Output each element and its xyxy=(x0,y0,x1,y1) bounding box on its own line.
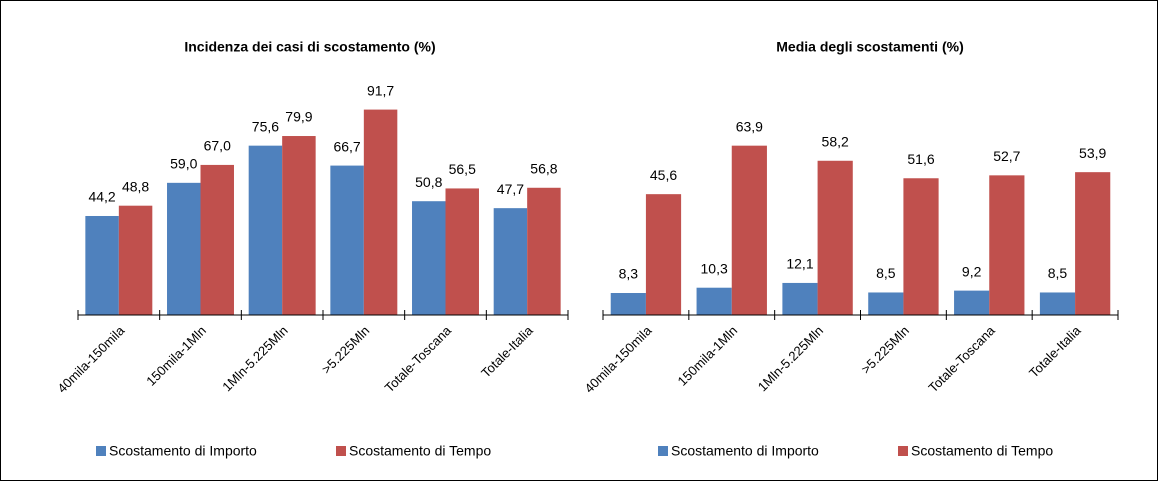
value-label: 51,6 xyxy=(907,151,934,167)
value-label: 67,0 xyxy=(204,138,231,154)
chart-title: Media degli scostamenti (%) xyxy=(776,39,963,55)
value-label: 52,7 xyxy=(993,148,1020,164)
bar xyxy=(282,136,316,315)
bar xyxy=(412,201,446,315)
value-label: 50,8 xyxy=(415,174,442,190)
chart-title: Incidenza dei casi di scostamento (%) xyxy=(184,39,435,55)
value-label: 8,5 xyxy=(876,265,896,281)
bar xyxy=(610,293,646,315)
bar xyxy=(731,145,767,315)
value-label: 75,6 xyxy=(252,118,279,134)
legend-swatch xyxy=(658,446,668,456)
value-label: 53,9 xyxy=(1079,145,1106,161)
value-label: 8,5 xyxy=(1048,265,1068,281)
bar xyxy=(200,164,234,315)
bar xyxy=(954,290,990,315)
value-label: 47,7 xyxy=(497,181,524,197)
legend-swatch xyxy=(96,446,106,456)
bar xyxy=(493,208,528,315)
value-label: 9,2 xyxy=(962,263,982,279)
bar xyxy=(167,182,201,315)
value-label: 63,9 xyxy=(736,118,763,134)
value-label: 44,2 xyxy=(88,189,115,205)
legend-label: Scostamento di Importo xyxy=(109,443,257,459)
bar xyxy=(817,160,853,315)
value-label: 91,7 xyxy=(367,82,394,98)
value-label: 12,1 xyxy=(786,256,813,272)
bar xyxy=(363,109,398,315)
legend-swatch xyxy=(898,446,908,456)
bar xyxy=(782,282,818,315)
bar xyxy=(527,187,561,315)
value-label: 10,3 xyxy=(701,260,728,276)
legend-label: Scostamento di Importo xyxy=(671,443,819,459)
bar xyxy=(903,178,939,315)
bar xyxy=(645,194,682,315)
bar xyxy=(989,175,1025,315)
value-label: 56,8 xyxy=(530,160,557,176)
value-label: 48,8 xyxy=(122,178,149,194)
value-label: 66,7 xyxy=(333,138,360,154)
legend-label: Scostamento di Tempo xyxy=(911,443,1053,459)
bar xyxy=(445,188,479,315)
bar xyxy=(868,292,904,315)
bar xyxy=(1075,172,1111,315)
legend-swatch xyxy=(336,446,346,456)
bar xyxy=(1039,292,1076,315)
value-label: 79,9 xyxy=(285,109,312,125)
value-label: 59,0 xyxy=(170,156,197,172)
legend-label: Scostamento di Tempo xyxy=(349,443,491,459)
bar xyxy=(85,215,119,315)
value-label: 8,3 xyxy=(619,266,639,282)
value-label: 56,5 xyxy=(449,161,476,177)
value-label: 58,2 xyxy=(822,133,849,149)
bar xyxy=(696,287,732,315)
bar xyxy=(248,145,283,315)
value-label: 45,6 xyxy=(650,167,677,183)
bar xyxy=(118,205,153,315)
bar xyxy=(330,165,364,315)
